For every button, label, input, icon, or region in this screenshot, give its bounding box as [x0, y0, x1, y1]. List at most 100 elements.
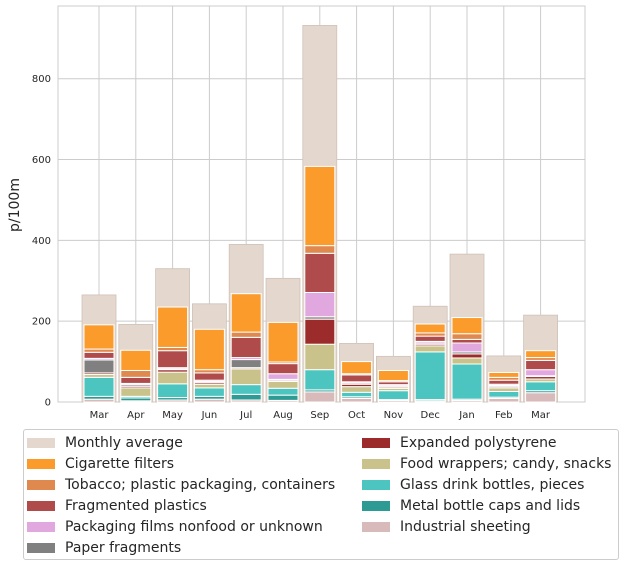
legend-swatch	[362, 458, 390, 469]
y-tick-label: 400	[32, 236, 51, 247]
legend-swatch	[27, 500, 55, 511]
legend-label: Paper fragments	[65, 539, 182, 556]
stacked-bar-segment	[267, 373, 299, 380]
legend-swatch	[362, 437, 390, 448]
stacked-bar-segment	[304, 343, 336, 371]
x-tick-label: Feb	[495, 410, 513, 421]
stacked-bar-segment	[341, 386, 373, 393]
x-tick-label: Apr	[127, 410, 145, 421]
stacked-bar-segment	[341, 361, 373, 375]
stacked-bar-segment	[451, 317, 483, 335]
legend-swatch	[27, 521, 55, 532]
stacked-bar-segment	[267, 380, 299, 389]
legend-label: Tobacco; plastic packaging, containers	[65, 476, 336, 493]
y-axis-label: p/100m	[7, 178, 23, 232]
x-tick-label: Jun	[201, 410, 218, 421]
legend-label: Packaging films nonfood or unknown	[65, 518, 323, 535]
stacked-bar-segment	[451, 357, 483, 365]
stacked-bar-segment	[341, 397, 373, 403]
legend-label: Cigarette filters	[65, 455, 175, 472]
legend-swatch	[362, 479, 390, 490]
stacked-bar-segment	[267, 321, 299, 363]
legend-swatch	[362, 521, 390, 532]
legend-label: Glass drink bottles, pieces	[400, 476, 585, 493]
legend-label: Industrial sheeting	[400, 518, 531, 535]
stacked-bar-segment	[267, 363, 299, 375]
legend-swatch	[362, 500, 390, 511]
legend-item: Industrial sheeting	[362, 516, 531, 537]
x-tick-label: Mar	[531, 410, 551, 421]
legend-swatch	[27, 458, 55, 469]
stacked-bar-segment	[414, 323, 446, 334]
legend-item: Metal bottle caps and lids	[362, 495, 580, 516]
y-tick-label: 800	[32, 74, 51, 85]
legend-swatch	[27, 437, 55, 448]
stacked-bar-segment	[377, 390, 409, 401]
legend-item: Fragmented plastics	[27, 495, 207, 516]
y-tick-label: 600	[32, 155, 51, 166]
stacked-bar-segment	[83, 351, 115, 359]
chart-legend: Monthly average Cigarette filters Tobacco;…	[23, 429, 619, 560]
stacked-bar-segment	[157, 306, 189, 348]
stacked-bar-segment	[414, 335, 446, 342]
stacked-bar-segment	[377, 369, 409, 382]
stacked-bar-segment	[525, 359, 557, 371]
stacked-bar-segment	[451, 333, 483, 340]
legend-label: Food wrappers; candy, snacks	[400, 455, 612, 472]
stacked-bar-segment	[193, 372, 225, 381]
stacked-bar-segment	[267, 394, 299, 401]
stacked-bar-segment	[341, 374, 373, 383]
x-tick-label: May	[162, 410, 183, 421]
stacked-bar-segment	[267, 387, 299, 396]
stacked-bar-segment	[525, 369, 557, 377]
stacked-bar-segment	[120, 387, 152, 397]
x-tick-label: Dec	[421, 410, 440, 421]
legend-item: Tobacco; plastic packaging, containers	[27, 474, 335, 495]
stacked-bar-segment	[451, 338, 483, 344]
stacked-bar-segment	[230, 368, 262, 386]
legend-label: Expanded polystyrene	[400, 434, 557, 451]
stacked-bar-segment	[157, 371, 189, 385]
stacked-bar-segment	[193, 387, 225, 397]
stacked-bar-segment	[120, 349, 152, 371]
x-tick-label: Nov	[384, 410, 404, 421]
legend-swatch	[27, 542, 55, 553]
stacked-bar-segment	[451, 353, 483, 359]
stacked-bar-segment	[230, 336, 262, 359]
stacked-bar-segment	[157, 350, 189, 369]
x-tick-label: Jul	[239, 410, 252, 421]
legend-item: Food wrappers; candy, snacks	[362, 453, 611, 474]
stacked-bar-segment	[525, 381, 557, 392]
legend-item: Paper fragments	[27, 537, 181, 558]
stacked-bar-segment	[230, 331, 262, 338]
stacked-bar-segment	[304, 252, 336, 293]
legend-label: Fragmented plastics	[65, 497, 207, 514]
stacked-bar-segment	[304, 369, 336, 391]
stacked-bar-segment	[120, 376, 152, 384]
stacked-bar-segment	[488, 390, 520, 398]
stacked-bar-segment	[230, 393, 262, 401]
stacked-bar-segment	[157, 383, 189, 399]
stacked-bar-segment	[304, 165, 336, 247]
stacked-bar-segment	[304, 318, 336, 345]
x-tick-label: Oct	[348, 410, 365, 421]
stacked-bar-segment	[230, 384, 262, 395]
y-tick-labels: 0 200 400 600 800	[32, 74, 51, 408]
stacked-bar-segment	[488, 387, 520, 392]
stacked-bar-segment	[230, 359, 262, 369]
x-tick-label: Mar	[90, 410, 110, 421]
stacked-category-bars	[83, 165, 557, 403]
legend-item: Monthly average	[27, 432, 183, 453]
legend-item: Cigarette filters	[27, 453, 174, 474]
stacked-bar-segment	[304, 391, 336, 403]
legend-item: Expanded polystyrene	[362, 432, 557, 453]
stacked-bar-segment	[451, 342, 483, 353]
x-tick-label: Jan	[458, 410, 474, 421]
stacked-bar-segment	[230, 293, 262, 333]
stacked-bar-segment	[304, 245, 336, 254]
stacked-bar-segment	[488, 397, 520, 403]
stacked-bar-segment	[83, 359, 115, 374]
legend-label: Monthly average	[65, 434, 183, 451]
stacked-bar-segment	[488, 379, 520, 385]
stacked-bar-segment	[525, 350, 557, 359]
